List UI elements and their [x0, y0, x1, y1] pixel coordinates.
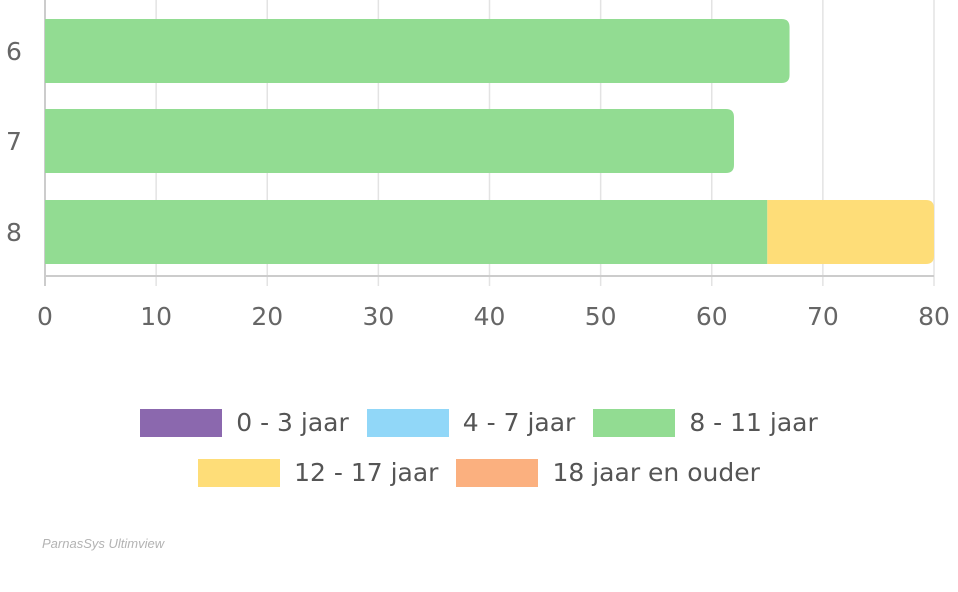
legend-item-8-11-jaar[interactable]: 8 - 11 jaar: [593, 405, 818, 441]
x-tick-label: 0: [37, 302, 53, 331]
legend-item-18-jaar-en-ouder[interactable]: 18 jaar en ouder: [456, 455, 760, 491]
x-tick-label: 80: [918, 302, 950, 331]
legend-swatch: [140, 409, 223, 437]
legend-label: 12 - 17 jaar: [294, 458, 439, 487]
y-tick-label: 7: [6, 127, 22, 156]
legend-swatch: [456, 459, 539, 487]
x-tick-label: 10: [140, 302, 172, 331]
legend-label: 8 - 11 jaar: [689, 408, 818, 437]
bar-segment: [45, 200, 768, 264]
legend-swatch: [593, 409, 676, 437]
y-tick-label: 8: [6, 218, 22, 247]
y-tick-label: 6: [6, 37, 22, 66]
stacked-bar-chart: 0 10 20 30 40 50 60 70 80 6 7 8: [6, 0, 950, 331]
x-tick-label: 50: [585, 302, 617, 331]
bar-segment: [45, 109, 734, 173]
legend-item-4-7-jaar[interactable]: 4 - 7 jaar: [366, 405, 576, 441]
legend-swatch: [366, 409, 449, 437]
chart-credit: ParnasSys Ultimview: [42, 536, 165, 551]
legend-label: 4 - 7 jaar: [462, 408, 576, 437]
bar-segment: [45, 19, 790, 83]
legend-row: 12 - 17 jaar 18 jaar en ouder: [0, 455, 958, 491]
bar-segment: [767, 200, 934, 264]
legend-item-0-3-jaar[interactable]: 0 - 3 jaar: [140, 405, 349, 441]
legend-swatch: [198, 459, 281, 487]
x-tick-label: 30: [362, 302, 394, 331]
x-tick-label: 20: [251, 302, 283, 331]
x-tick-label: 60: [696, 302, 728, 331]
legend-row: 0 - 3 jaar 4 - 7 jaar 8 - 11 jaar: [0, 405, 958, 441]
legend-label: 18 jaar en ouder: [552, 458, 760, 487]
x-tick-label: 70: [807, 302, 839, 331]
legend-item-12-17-jaar[interactable]: 12 - 17 jaar: [198, 455, 438, 491]
legend-label: 0 - 3 jaar: [236, 408, 349, 437]
x-tick-label: 40: [474, 302, 506, 331]
